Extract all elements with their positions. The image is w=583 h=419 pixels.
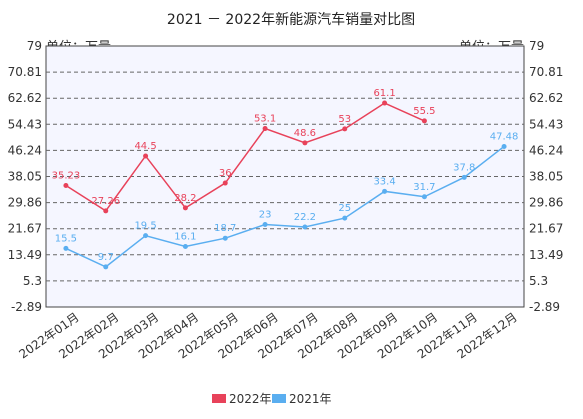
y-tick-label-left: 46.24	[8, 143, 42, 157]
legend: 2022年 2021年	[212, 392, 332, 406]
data-label: 44.5	[134, 141, 156, 152]
plot-area: 79 79 70.81 70.81 62.62 62.62 54.43 54.43 46.24 4…	[8, 39, 564, 362]
y-tick-label-left: 5.3	[23, 274, 42, 288]
y-tick-label-right: 5.3	[529, 274, 548, 288]
data-point	[143, 233, 149, 239]
legend-swatch	[212, 394, 226, 403]
chart-title: 2021 － 2022年新能源汽车销量对比图	[167, 11, 415, 28]
data-label: 31.7	[413, 182, 435, 193]
y-tick-label-left: 29.86	[8, 196, 42, 210]
data-label: 36	[219, 168, 232, 179]
data-point	[103, 208, 109, 214]
series-line	[65, 102, 425, 212]
data-label: 35.23	[52, 171, 81, 182]
data-point	[222, 235, 228, 241]
data-point	[501, 143, 507, 149]
y-tick-label-right: 29.86	[529, 196, 563, 210]
data-point	[382, 100, 388, 106]
data-point	[262, 126, 268, 132]
legend-swatch	[272, 394, 286, 403]
data-label: 18.7	[214, 223, 236, 234]
y-tick-label-right: 21.67	[529, 222, 563, 236]
data-label: 53.1	[254, 114, 276, 125]
y-tick-label-left: 62.62	[8, 91, 42, 105]
y-tick-label-right: 38.05	[529, 170, 563, 184]
data-label: 48.6	[294, 128, 316, 139]
data-label: 53	[338, 114, 351, 125]
data-label: 27.26	[91, 196, 120, 207]
data-point	[103, 264, 109, 270]
data-point	[421, 194, 427, 200]
data-label: 61.1	[373, 88, 395, 99]
y-tick-label-right: -2.89	[529, 300, 560, 314]
data-label: 23	[259, 209, 272, 220]
data-label: 19.5	[134, 221, 156, 232]
data-label: 47.48	[490, 131, 519, 142]
y-tick-label-right: 62.62	[529, 91, 563, 105]
data-point	[182, 205, 188, 211]
data-label: 33.4	[373, 176, 395, 187]
data-label: 55.5	[413, 106, 435, 117]
data-point	[63, 245, 69, 251]
y-tick-label-left: 21.67	[8, 222, 42, 236]
y-tick-label-right: 79	[529, 39, 544, 53]
legend-label: 2022年	[229, 392, 272, 406]
legend-label: 2021年	[289, 392, 332, 406]
y-tick-label-right: 13.49	[529, 248, 563, 262]
y-tick-label-left: 70.81	[8, 65, 42, 79]
data-label: 9.7	[98, 252, 114, 263]
data-point	[382, 188, 388, 194]
data-label: 37.8	[453, 162, 475, 173]
y-tick-label-right: 46.24	[529, 143, 563, 157]
data-point	[182, 243, 188, 249]
data-point	[143, 153, 149, 159]
data-label: 15.5	[55, 233, 77, 244]
data-point	[342, 215, 348, 221]
y-tick-label-left: 38.05	[8, 170, 42, 184]
data-label: 25	[338, 203, 351, 214]
data-point	[63, 183, 69, 189]
data-point	[262, 221, 268, 227]
y-tick-label-left: -2.89	[11, 300, 42, 314]
y-tick-label-right: 70.81	[529, 65, 563, 79]
series-line	[65, 145, 505, 268]
data-point	[421, 118, 427, 124]
data-label: 28.2	[174, 193, 196, 204]
y-tick-label-left: 13.49	[8, 248, 42, 262]
y-tick-label-right: 54.43	[529, 117, 563, 131]
y-tick-label-left: 54.43	[8, 117, 42, 131]
data-label: 16.1	[174, 231, 196, 242]
data-point	[302, 224, 308, 230]
data-label: 22.2	[294, 212, 316, 223]
data-point	[461, 174, 467, 180]
data-point	[222, 180, 228, 186]
y-tick-label-left: 79	[27, 39, 42, 53]
data-point	[302, 140, 308, 146]
data-point	[342, 126, 348, 132]
